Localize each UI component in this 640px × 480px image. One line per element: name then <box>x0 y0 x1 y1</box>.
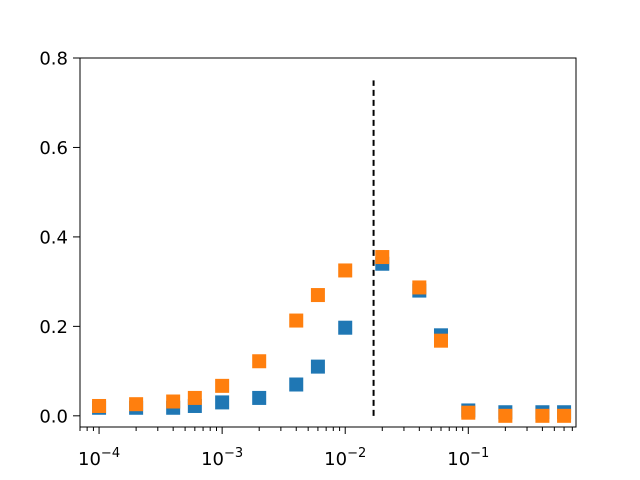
x-tick-label: 10−2 <box>324 446 366 470</box>
y-axis: 0.0 0.2 0.4 0.6 0.8 <box>39 49 80 427</box>
points-layer <box>92 250 572 423</box>
series-1-point-7 <box>289 377 304 392</box>
y-tick-label: 0.0 <box>39 406 68 427</box>
x-axis: 10−4 10−3 10−2 10−1 <box>78 427 573 470</box>
series-2-point-9 <box>338 263 353 278</box>
series-2-point-16 <box>557 408 572 423</box>
x-tick-label: 10−1 <box>447 446 489 470</box>
series-2-point-5 <box>215 378 230 393</box>
series-2-point-13 <box>461 405 476 420</box>
series-2-point-14 <box>498 408 513 423</box>
series-2-point-11 <box>412 280 427 295</box>
y-tick-label: 0.6 <box>39 138 68 159</box>
series-2-point-10 <box>375 250 390 265</box>
x-tick-label: 10−4 <box>78 446 120 470</box>
series-2-point-4 <box>187 390 202 405</box>
series-2-point-8 <box>310 288 325 303</box>
series-2-point-2 <box>129 397 144 412</box>
series-2-point-1 <box>92 398 107 413</box>
x-tick-label: 10−3 <box>201 446 243 470</box>
series-2-point-15 <box>535 408 550 423</box>
y-tick-label: 0.8 <box>39 49 68 70</box>
series-1-point-5 <box>215 395 230 410</box>
series-2-point-3 <box>166 394 181 409</box>
plot-frame <box>79 57 577 428</box>
series-2-point-7 <box>289 313 304 328</box>
series-2-point-12 <box>433 333 448 348</box>
series-2-point-6 <box>252 354 267 369</box>
series-1-point-6 <box>252 390 267 405</box>
y-tick-label: 0.2 <box>39 317 68 338</box>
series-1-point-9 <box>338 320 353 335</box>
series-1-point-8 <box>310 359 325 374</box>
y-tick-label: 0.4 <box>39 227 68 248</box>
